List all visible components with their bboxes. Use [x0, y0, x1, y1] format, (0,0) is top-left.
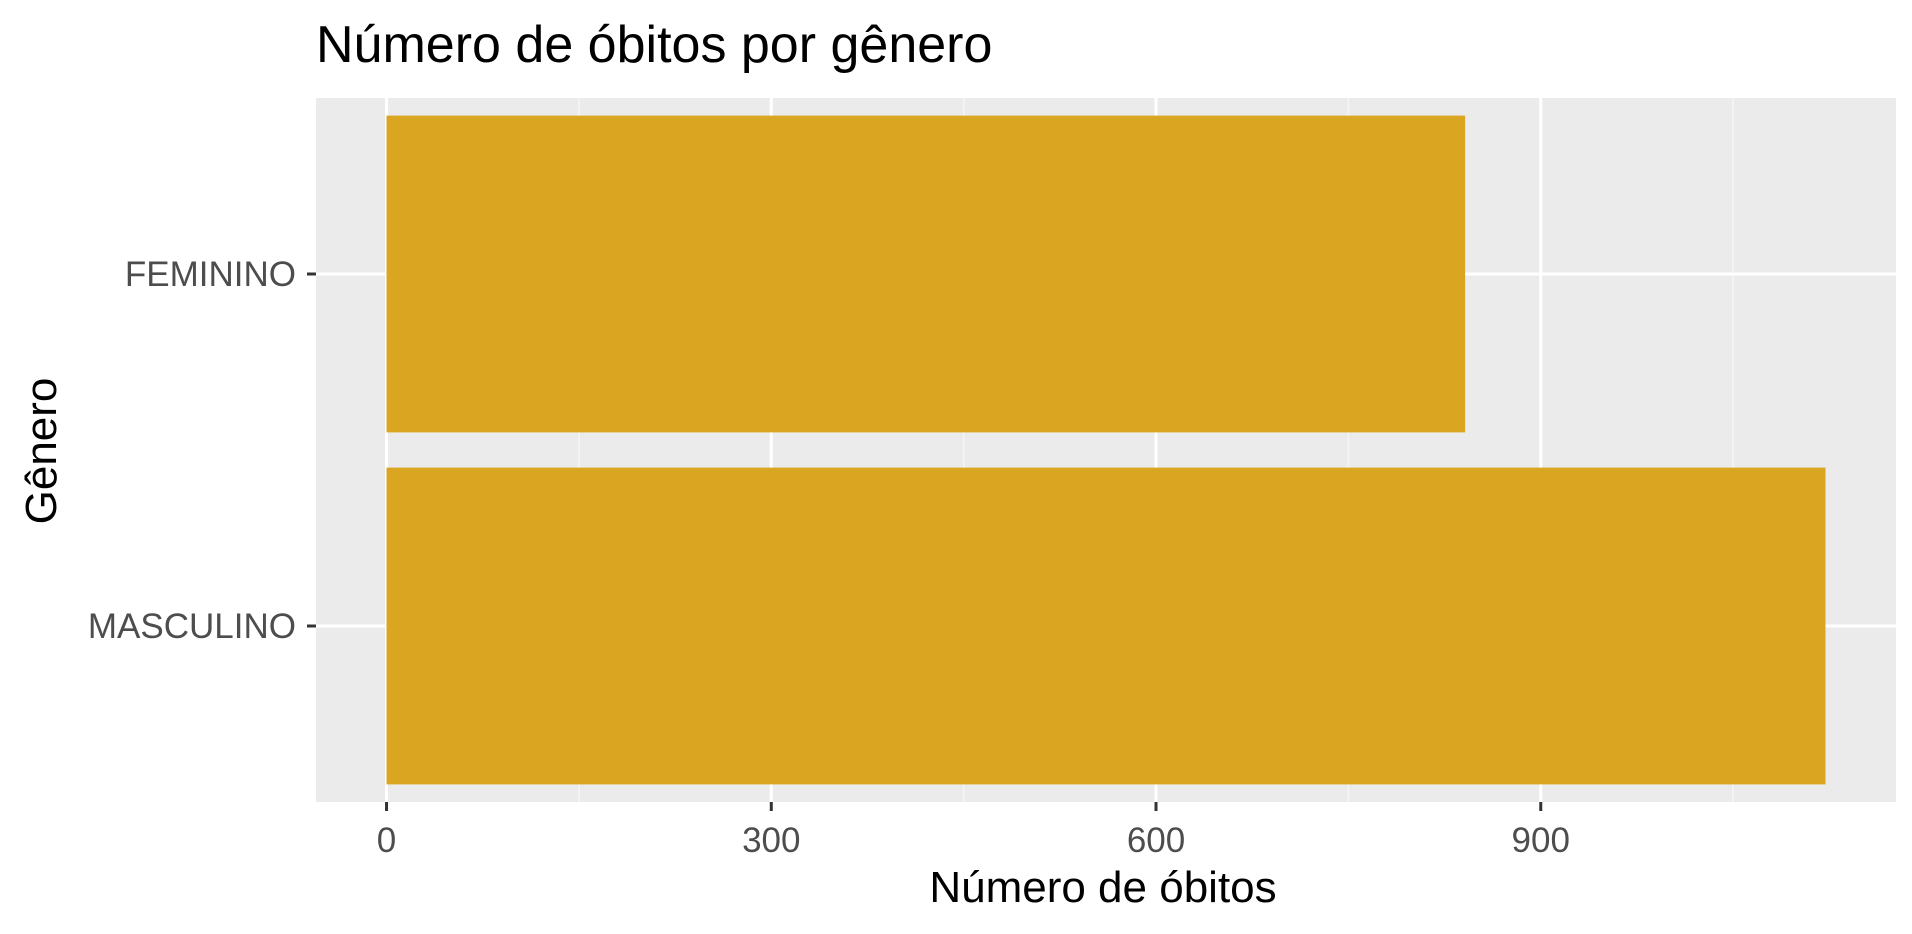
- x-tick-label: 600: [1127, 821, 1185, 860]
- y-tick-label: FEMININO: [125, 255, 296, 294]
- bar-masculino: [386, 467, 1826, 785]
- x-tick-label: 900: [1512, 821, 1570, 860]
- y-axis-title: Gênero: [17, 378, 66, 525]
- y-axis: MASCULINO FEMININO: [88, 255, 316, 646]
- bar-feminino: [386, 115, 1466, 433]
- bars: [386, 115, 1826, 785]
- y-tick-label: MASCULINO: [88, 607, 296, 646]
- x-axis: 0 300 600 900: [377, 802, 1570, 860]
- x-tick-label: 300: [742, 821, 800, 860]
- chart-title: Número de óbitos por gênero: [316, 16, 992, 74]
- x-tick-label: 0: [377, 821, 396, 860]
- x-axis-title: Número de óbitos: [929, 863, 1276, 912]
